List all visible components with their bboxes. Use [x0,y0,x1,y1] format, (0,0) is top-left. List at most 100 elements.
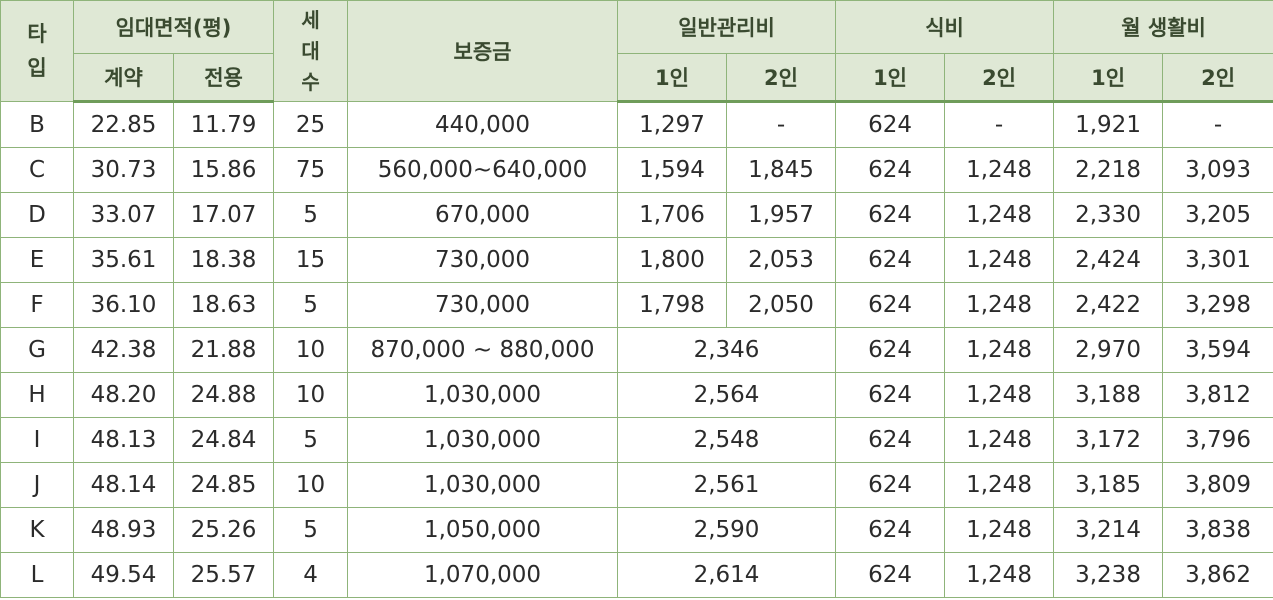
cell-households: 5 [273,282,349,328]
cell-food-one: 624 [835,282,946,328]
cell-living-two: 3,838 [1162,507,1273,553]
table-row: B 22.85 11.79 25 440,000 1,297-624-1,921- [0,101,1273,148]
cell-area-contract: 30.73 [73,147,174,193]
cell-deposit: 1,030,000 [347,372,619,418]
cell-living-two: 3,298 [1162,282,1273,328]
cell-area-exclusive: 17.07 [172,192,275,238]
cell-mgmt-merged: 2,590 [617,507,837,553]
header-mgmt-one: 1인 [617,53,728,103]
cell-area-exclusive: 25.26 [172,507,275,553]
header-area-exclusive: 전용 [172,53,275,103]
table-row: J 48.14 24.85 10 1,030,000 2,561 624 1,248 3,185… [0,462,1273,508]
header-living-two: 2인 [1162,53,1273,103]
cell-mgmt-two: - [726,101,837,148]
cell-households: 25 [273,101,349,148]
cell-area-contract: 48.14 [73,462,174,508]
cell-mgmt-one: 1,594 [617,147,728,193]
cell-living-one: 1,921 [1053,101,1164,148]
table-row: D 33.07 17.07 5 670,000 1,706 1,957 624 1,248 2,3… [0,192,1273,238]
cell-type: L [0,552,74,598]
table-row: C 30.73 15.86 75 560,000~640,000 1,594 1,845 62… [0,147,1273,193]
cell-type: D [0,192,74,238]
cell-mgmt-one: 1,297 [617,101,728,148]
cell-type: B [0,101,74,148]
header-area-contract: 계약 [73,53,174,103]
table-row: L 49.54 25.57 4 1,070,000 2,614 624 1,248 3,238 3… [0,552,1273,598]
cell-food-two: 1,248 [944,282,1055,328]
cell-area-contract: 33.07 [73,192,174,238]
cell-area-contract: 48.93 [73,507,174,553]
cell-type: J [0,462,74,508]
cell-living-two: 3,809 [1162,462,1273,508]
table-row: G 42.38 21.88 10 870,000 ~ 880,000 2,346 624 1,… [0,327,1273,373]
header-food-one: 1인 [835,53,946,103]
cell-food-two: 1,248 [944,192,1055,238]
cell-households: 5 [273,192,349,238]
cell-area-exclusive: 18.63 [172,282,275,328]
cell-food-one: 624 [835,237,946,283]
cell-food-one: 624 [835,147,946,193]
cell-living-one: 2,218 [1053,147,1164,193]
cell-households: 10 [273,372,349,418]
cell-area-exclusive: 24.85 [172,462,275,508]
cell-living-one: 2,422 [1053,282,1164,328]
cell-deposit: 670,000 [347,192,619,238]
cell-area-exclusive: 11.79 [172,101,275,148]
cell-living-two: - [1162,101,1273,148]
cell-households: 4 [273,552,349,598]
header-food: 식비 [835,0,1055,54]
cell-living-two: 3,205 [1162,192,1273,238]
cell-food-one: 624 [835,192,946,238]
cell-food-two: 1,248 [944,372,1055,418]
table-body: B 22.85 11.79 25 440,000 1,297-624-1,921- C 30.… [0,101,1273,598]
cell-food-two: 1,248 [944,327,1055,373]
cell-mgmt-merged: 2,346 [617,327,837,373]
cell-deposit: 730,000 [347,237,619,283]
header-deposit: 보증금 [347,0,619,102]
cell-deposit: 870,000 ~ 880,000 [347,327,619,373]
table-row: H 48.20 24.88 10 1,030,000 2,564 624 1,248 3,188… [0,372,1273,418]
cell-living-one: 3,188 [1053,372,1164,418]
header-living-one: 1인 [1053,53,1164,103]
cell-area-contract: 35.61 [73,237,174,283]
cell-deposit: 1,030,000 [347,462,619,508]
cell-food-one: 624 [835,507,946,553]
cell-area-contract: 48.20 [73,372,174,418]
cell-area-contract: 48.13 [73,417,174,463]
header-living: 월 생활비 [1053,0,1273,54]
cell-living-two: 3,301 [1162,237,1273,283]
cell-living-one: 3,172 [1053,417,1164,463]
cell-households: 15 [273,237,349,283]
cell-type: H [0,372,74,418]
cell-food-two: 1,248 [944,462,1055,508]
cell-food-two: 1,248 [944,552,1055,598]
cell-mgmt-one: 1,706 [617,192,728,238]
cell-living-two: 3,594 [1162,327,1273,373]
cell-area-exclusive: 21.88 [172,327,275,373]
cell-food-one: 624 [835,462,946,508]
cell-food-one: 624 [835,372,946,418]
cell-deposit: 560,000~640,000 [347,147,619,193]
header-area: 임대면적(평) [72,0,275,54]
cell-area-contract: 49.54 [73,552,174,598]
header-food-two: 2인 [944,53,1055,103]
cell-living-one: 3,238 [1053,552,1164,598]
cell-mgmt-one: 1,800 [617,237,728,283]
cell-area-exclusive: 18.38 [172,237,275,283]
cell-food-one: 624 [835,327,946,373]
cell-type: K [0,507,74,553]
header-mgmt-two: 2인 [726,53,837,103]
cell-food-two: - [944,101,1055,148]
cell-living-one: 2,330 [1053,192,1164,238]
cell-deposit: 730,000 [347,282,619,328]
cell-deposit: 1,070,000 [347,552,619,598]
cell-living-one: 2,424 [1053,237,1164,283]
cell-households: 5 [273,417,349,463]
cell-mgmt-two: 2,050 [726,282,837,328]
cell-type: I [0,417,74,463]
